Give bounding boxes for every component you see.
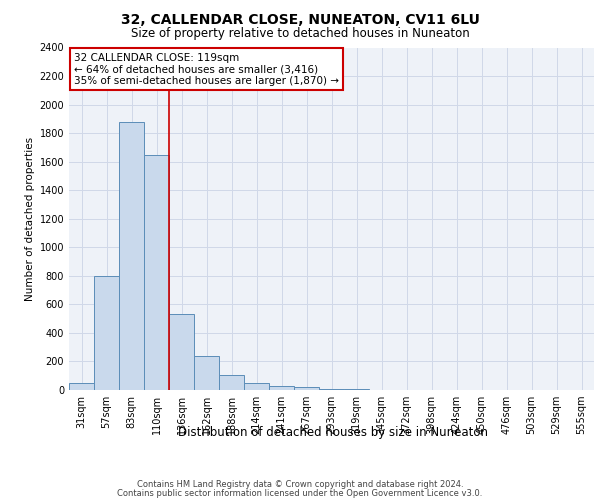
- Bar: [144, 154, 169, 390]
- Bar: [69, 383, 94, 390]
- Bar: [119, 122, 144, 390]
- Bar: [219, 375, 244, 390]
- Text: Contains HM Land Registry data © Crown copyright and database right 2024.: Contains HM Land Registry data © Crown c…: [137, 480, 463, 489]
- Bar: [94, 276, 119, 390]
- Text: 32 CALLENDAR CLOSE: 119sqm
← 64% of detached houses are smaller (3,416)
35% of s: 32 CALLENDAR CLOSE: 119sqm ← 64% of deta…: [74, 52, 339, 86]
- Text: 32, CALLENDAR CLOSE, NUNEATON, CV11 6LU: 32, CALLENDAR CLOSE, NUNEATON, CV11 6LU: [121, 12, 479, 26]
- Text: Distribution of detached houses by size in Nuneaton: Distribution of detached houses by size …: [178, 426, 488, 439]
- Text: Contains public sector information licensed under the Open Government Licence v3: Contains public sector information licen…: [118, 489, 482, 498]
- Bar: [194, 356, 219, 390]
- Bar: [169, 314, 194, 390]
- Bar: [319, 388, 344, 390]
- Bar: [244, 383, 269, 390]
- Text: Size of property relative to detached houses in Nuneaton: Size of property relative to detached ho…: [131, 28, 469, 40]
- Y-axis label: Number of detached properties: Number of detached properties: [25, 136, 35, 301]
- Bar: [269, 386, 294, 390]
- Bar: [294, 387, 319, 390]
